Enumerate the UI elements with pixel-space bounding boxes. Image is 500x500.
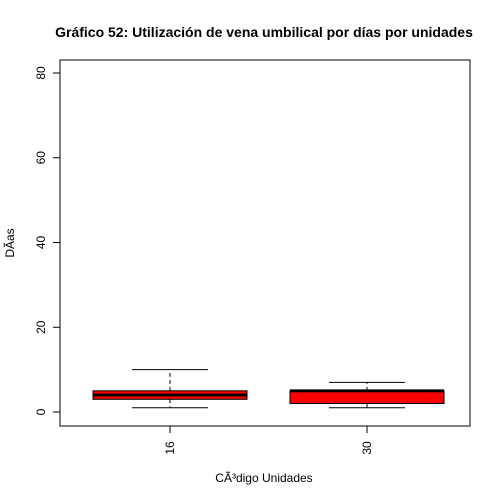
y-axis-label: DÃ­as — [3, 228, 17, 257]
plot-frame — [59, 59, 471, 427]
box-16 — [92, 369, 248, 409]
x-tick-label: 16 — [163, 441, 177, 455]
y-tick-label: 80 — [34, 66, 48, 80]
y-tick-label: 0 — [34, 408, 48, 415]
y-tick-label: 60 — [34, 151, 48, 165]
y-axis: 0 20 40 60 80 — [34, 66, 61, 415]
x-axis-label: CÃ³digo Unidades — [215, 471, 312, 485]
x-tick-label: 30 — [360, 441, 374, 455]
x-axis: 16 30 — [163, 425, 374, 455]
box-iqr — [289, 390, 445, 405]
y-tick-label: 20 — [34, 320, 48, 334]
boxes-group — [92, 369, 445, 409]
chart-title: Gráfico 52: Utilización de vena umbilica… — [55, 24, 473, 40]
y-tick-label: 40 — [34, 236, 48, 250]
box-30 — [289, 381, 445, 409]
